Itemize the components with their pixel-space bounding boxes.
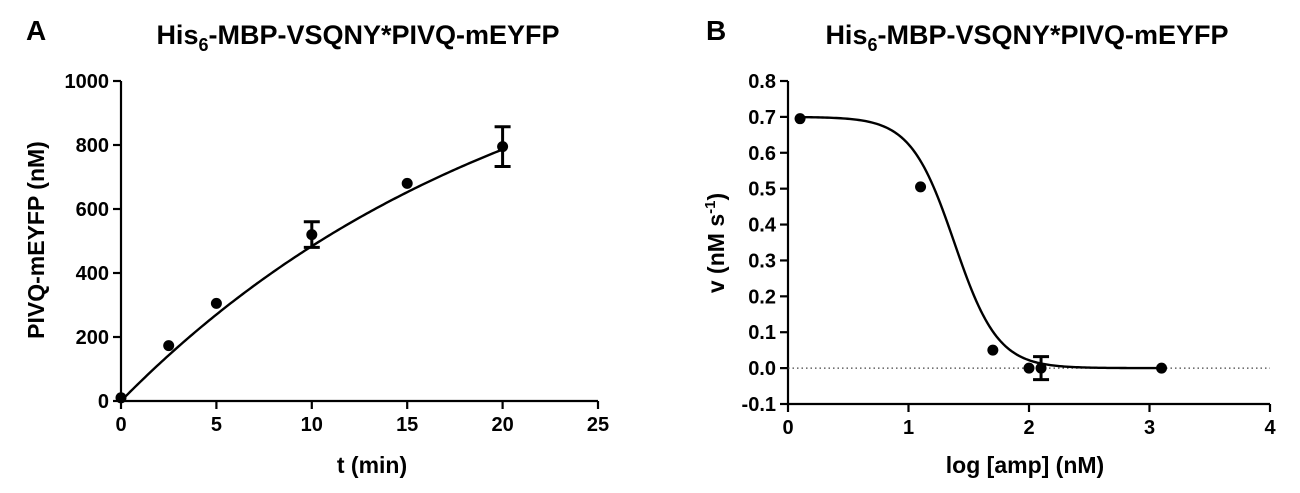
panel-b-y-tick-label: -0.1: [742, 394, 776, 416]
panel-b-title: His6-MBP-VSQNY*PIVQ-mEYFP: [825, 20, 1228, 55]
panel-a-title: His6-MBP-VSQNY*PIVQ-mEYFP: [156, 20, 559, 55]
panel-b-y-tick-label: 0.3: [748, 250, 776, 272]
chart-panel-a: A His6-MBP-VSQNY*PIVQ-mEYFP t (min) PIVQ…: [23, 15, 609, 478]
panel-a-y-tick-label: 800: [76, 135, 109, 157]
panel-b-data-point: [915, 181, 927, 193]
panel-a-x-axis-label: t (min): [337, 452, 407, 478]
panel-b-title-main: His: [825, 20, 867, 50]
panel-b-x-tick-label: 0: [782, 417, 793, 439]
panel-a-x-tick-label: 0: [115, 414, 126, 436]
panel-b-y-label-main: v (nM s: [703, 214, 729, 293]
panel-a-title-rest: -MBP-VSQNY*PIVQ-mEYFP: [208, 20, 559, 50]
panel-b-x-tick-label: 2: [1023, 417, 1034, 439]
panel-a-data-point: [163, 340, 175, 352]
panel-b-y-tick-label: 0.5: [748, 179, 776, 201]
panel-a-x-tick-label: 15: [396, 414, 418, 436]
panel-b-data-point: [1035, 362, 1047, 374]
panel-a-x-tick-label: 25: [587, 414, 609, 436]
panel-b-y-label-end: ): [703, 193, 729, 201]
panel-b-title-rest: -MBP-VSQNY*PIVQ-mEYFP: [877, 20, 1228, 50]
panel-a-data-point: [497, 141, 509, 153]
panel-b-title-subscript: 6: [867, 35, 877, 55]
panel-a-fit-curve: [120, 148, 504, 402]
panel-b-x-tick-label: 1: [903, 417, 914, 439]
panel-b-data-point: [1023, 362, 1035, 374]
panel-b-y-tick-label: 0.1: [748, 322, 776, 344]
panel-a-x-tick-label: 10: [301, 414, 323, 436]
panel-a-y-tick-label: 400: [76, 263, 109, 285]
panel-b-y-tick-label: 0.0: [748, 358, 776, 380]
panel-b-letter: B: [706, 15, 726, 46]
panel-a-y-tick-label: 600: [76, 199, 109, 221]
panel-b-y-label-superscript: -1: [702, 201, 719, 214]
panel-b-y-tick-label: 0.4: [748, 215, 777, 237]
panel-b-x-tick-label: 4: [1264, 417, 1276, 439]
panel-b-x-axis-label: log [amp] (nM): [946, 452, 1104, 478]
panel-b-y-tick-label: 0.2: [748, 286, 776, 308]
panel-b-fit-curve: [800, 115, 1162, 370]
panel-a-y-tick-label: 200: [76, 327, 109, 349]
panel-a-title-subscript: 6: [198, 35, 208, 55]
panel-a-y-axis-label: PIVQ-mEYFP (nM): [23, 141, 49, 339]
panel-b-data-point: [987, 344, 999, 356]
panel-b-y-tick-label: 0.8: [748, 71, 776, 93]
panel-a-y-tick-label: 0: [98, 391, 109, 413]
panel-a-x-tick-label: 20: [491, 414, 513, 436]
panel-a-x-tick-label: 5: [211, 414, 222, 436]
panel-a-data-point: [210, 297, 222, 309]
panel-b-x-tick-label: 3: [1144, 417, 1155, 439]
panel-b-y-tick-label: 0.7: [748, 107, 776, 129]
panel-b-y-axis-label: v (nM s-1): [702, 193, 729, 293]
panel-b-y-tick-label: 0.6: [748, 143, 776, 165]
panel-a-data-point: [306, 229, 318, 241]
panel-a-title-main: His: [156, 20, 198, 50]
panel-a-letter: A: [26, 15, 46, 46]
panel-b-data-point: [1156, 362, 1168, 374]
panel-a-y-tick-label: 1000: [65, 71, 110, 93]
panel-a-data-point: [115, 392, 127, 404]
panel-a-data-point: [401, 177, 413, 189]
panel-b-data-point: [794, 113, 806, 125]
chart-panel-b: B His6-MBP-VSQNY*PIVQ-mEYFP log [amp] (n…: [702, 15, 1276, 478]
